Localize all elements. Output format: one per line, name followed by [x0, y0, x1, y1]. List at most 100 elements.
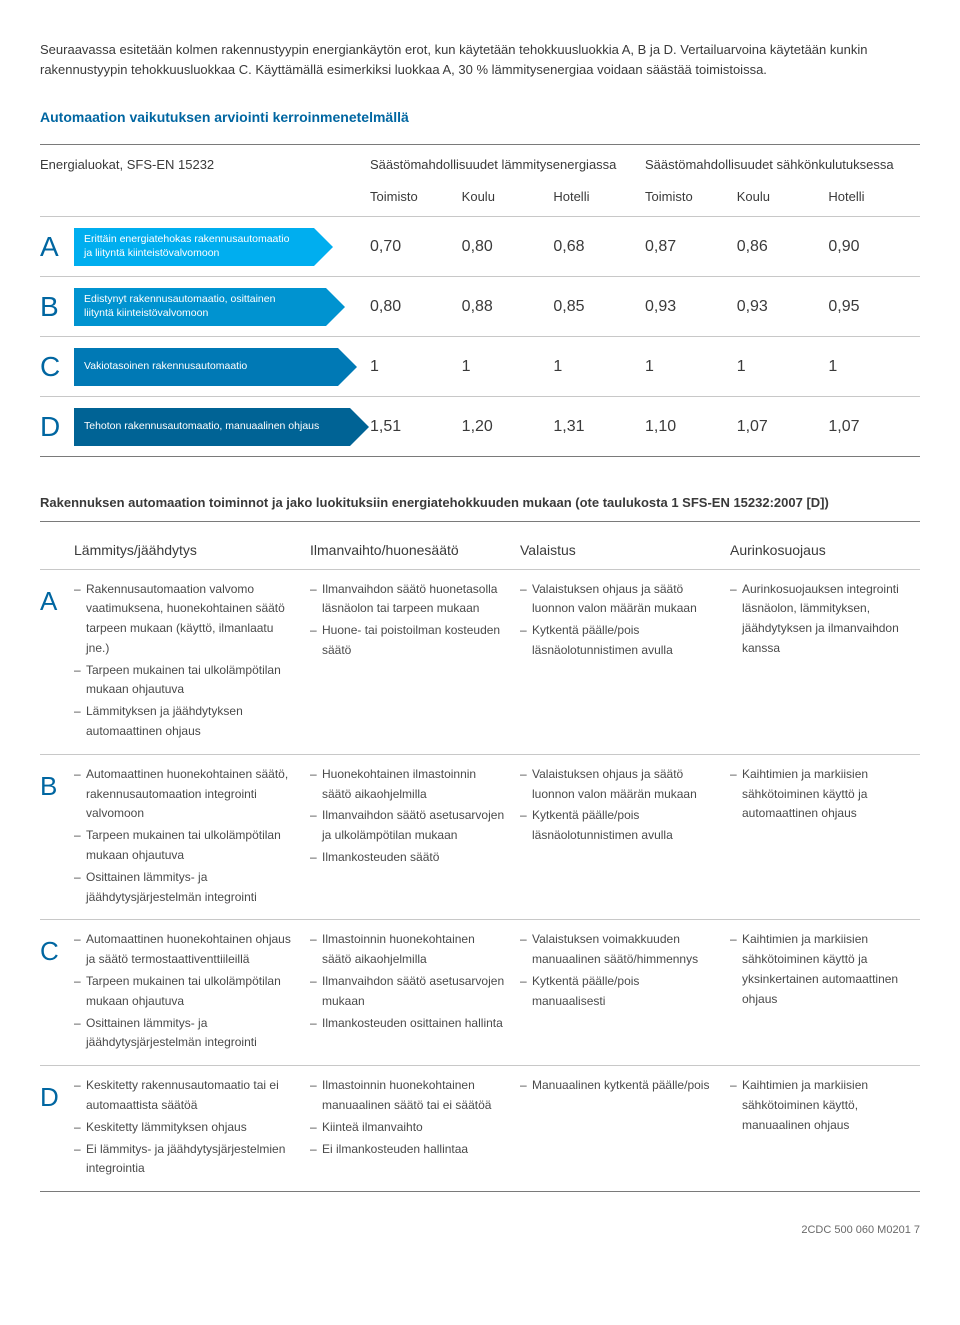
list-item: Automaattinen huonekohtainen ohjaus ja s…: [74, 930, 296, 970]
function-cell: Rakennusautomaation valvomo vaatimuksena…: [74, 580, 310, 744]
value-cell: 1: [828, 355, 920, 379]
value-cell: 1: [462, 355, 554, 379]
list-item: Huonekohtainen ilmastoinnin säätö aikaoh…: [310, 765, 506, 805]
value-cell: 0,68: [553, 235, 645, 259]
function-cell: Ilmanvaihdon säätö huonetasolla läsnäolo…: [310, 580, 520, 744]
arrow-label: Tehoton rakennusautomaatio, manuaalinen …: [74, 408, 350, 446]
function-row: CAutomaattinen huonekohtainen ohjaus ja …: [40, 920, 920, 1066]
value-cell: 0,95: [828, 295, 920, 319]
table-row: A Erittäin energiatehokas rakennusautoma…: [40, 217, 920, 277]
subhead: Koulu: [737, 187, 829, 207]
value-cell: 1,10: [645, 415, 737, 439]
list-item: Tarpeen mukainen tai ulkolämpötilan muka…: [74, 972, 296, 1012]
list-item: Ei lämmitys- ja jäähdytysjärjestelmien i…: [74, 1140, 296, 1180]
value-cell: 1: [370, 355, 462, 379]
col-head: Aurinkosuojaus: [730, 540, 920, 561]
function-row: DKeskitetty rakennusautomaatio tai ei au…: [40, 1066, 920, 1192]
list-item: Osittainen lämmitys- ja jäähdytysjärjest…: [74, 868, 296, 908]
value-cell: 0,80: [370, 295, 462, 319]
function-cell: Kaihtimien ja markiisien sähkötoiminen k…: [730, 1076, 920, 1181]
value-cell: 0,87: [645, 235, 737, 259]
list-item: Kaihtimien ja markiisien sähkötoiminen k…: [730, 1076, 920, 1135]
page-footer: 2CDC 500 060 M0201 7: [40, 1222, 920, 1239]
section2-title: Rakennuksen automaation toiminnot ja jak…: [40, 493, 920, 522]
class-letter: D: [40, 406, 74, 448]
arrow-label: Vakiotasoinen rakennusautomaatio: [74, 348, 338, 386]
function-cell: Valaistuksen voimakkuuden manuaalinen sä…: [520, 930, 730, 1055]
function-cell: Ilmastoinnin huonekohtainen manuaalinen …: [310, 1076, 520, 1181]
list-item: Ilmankosteuden osittainen hallinta: [310, 1014, 506, 1034]
function-cell: Valaistuksen ohjaus ja säätö luonnon val…: [520, 580, 730, 744]
value-cell: 1: [553, 355, 645, 379]
function-cell: Ilmastoinnin huonekohtainen säätö aikaoh…: [310, 930, 520, 1055]
value-cell: 0,85: [553, 295, 645, 319]
list-item: Kytkentä päälle/pois manuaalisesti: [520, 972, 716, 1012]
class-letter: C: [40, 346, 74, 388]
list-item: Osittainen lämmitys- ja jäähdytysjärjest…: [74, 1014, 296, 1054]
class-letter: D: [40, 1076, 74, 1181]
list-item: Ilmastoinnin huonekohtainen manuaalinen …: [310, 1076, 506, 1116]
value-cell: 1,20: [462, 415, 554, 439]
class-letter: B: [40, 286, 74, 328]
class-letter: A: [40, 580, 74, 744]
function-cell: Keskitetty rakennusautomaatio tai ei aut…: [74, 1076, 310, 1181]
value-cell: 0,86: [737, 235, 829, 259]
class-letter: B: [40, 765, 74, 910]
class-letter: A: [40, 226, 74, 268]
functions-header: Lämmitys/jäähdytys Ilmanvaihto/huonesäät…: [40, 534, 920, 570]
subhead: Toimisto: [645, 187, 737, 207]
value-cell: 1,31: [553, 415, 645, 439]
value-cell: 1,07: [737, 415, 829, 439]
list-item: Aurinkosuojauksen integrointi läsnäolon,…: [730, 580, 920, 659]
col-head: Lämmitys/jäähdytys: [74, 540, 310, 561]
table-head-label: Energialuokat, SFS-EN 15232: [40, 155, 370, 175]
table-row: B Edistynyt rakennusautomaatio, osittain…: [40, 277, 920, 337]
col-head: Ilmanvaihto/huonesäätö: [310, 540, 520, 561]
intro-paragraph: Seuraavassa esitetään kolmen rakennustyy…: [40, 40, 920, 79]
value-cell: 1: [737, 355, 829, 379]
list-item: Tarpeen mukainen tai ulkolämpötilan muka…: [74, 661, 296, 701]
list-item: Kytkentä päälle/pois läsnäolotunnistimen…: [520, 621, 716, 661]
list-item: Ilmastoinnin huonekohtainen säätö aikaoh…: [310, 930, 506, 970]
class-letter: C: [40, 930, 74, 1055]
function-cell: Huonekohtainen ilmastoinnin säätö aikaoh…: [310, 765, 520, 910]
function-cell: Automaattinen huonekohtainen säätö, rake…: [74, 765, 310, 910]
list-item: Kaihtimien ja markiisien sähkötoiminen k…: [730, 930, 920, 1009]
table-row: C Vakiotasoinen rakennusautomaatio 1 1 1…: [40, 337, 920, 397]
function-row: BAutomaattinen huonekohtainen säätö, rak…: [40, 755, 920, 921]
list-item: Keskitetty lämmityksen ohjaus: [74, 1118, 296, 1138]
list-item: Kytkentä päälle/pois läsnäolotunnistimen…: [520, 806, 716, 846]
arrow-label: Erittäin energiatehokas rakennusautomaat…: [74, 228, 314, 266]
function-row: ARakennusautomaation valvomo vaatimuksen…: [40, 570, 920, 755]
section1-title: Automaation vaikutuksen arviointi kerroi…: [40, 107, 920, 128]
table-group1: Säästömahdollisuudet lämmitysenergiassa: [370, 155, 645, 175]
list-item: Valaistuksen ohjaus ja säätö luonnon val…: [520, 765, 716, 805]
subhead: Koulu: [462, 187, 554, 207]
value-cell: 0,90: [828, 235, 920, 259]
list-item: Ilmanvaihdon säätö asetusarvojen ja ulko…: [310, 806, 506, 846]
list-item: Manuaalinen kytkentä päälle/pois: [520, 1076, 716, 1096]
arrow-label: Edistynyt rakennusautomaatio, osittainen…: [74, 288, 326, 326]
list-item: Automaattinen huonekohtainen säätö, rake…: [74, 765, 296, 824]
list-item: Tarpeen mukainen tai ulkolämpötilan muka…: [74, 826, 296, 866]
list-item: Kiinteä ilmanvaihto: [310, 1118, 506, 1138]
function-cell: Valaistuksen ohjaus ja säätö luonnon val…: [520, 765, 730, 910]
list-item: Keskitetty rakennusautomaatio tai ei aut…: [74, 1076, 296, 1116]
value-cell: 0,88: [462, 295, 554, 319]
list-item: Valaistuksen voimakkuuden manuaalinen sä…: [520, 930, 716, 970]
value-cell: 0,70: [370, 235, 462, 259]
value-cell: 1,07: [828, 415, 920, 439]
value-cell: 0,93: [645, 295, 737, 319]
list-item: Ilmanvaihdon säätö asetusarvojen mukaan: [310, 972, 506, 1012]
subhead: Hotelli: [828, 187, 920, 207]
value-cell: 1,51: [370, 415, 462, 439]
value-cell: 1: [645, 355, 737, 379]
list-item: Valaistuksen ohjaus ja säätö luonnon val…: [520, 580, 716, 620]
function-cell: Kaihtimien ja markiisien sähkötoiminen k…: [730, 930, 920, 1055]
value-cell: 0,80: [462, 235, 554, 259]
table-row: D Tehoton rakennusautomaatio, manuaaline…: [40, 397, 920, 457]
list-item: Kaihtimien ja markiisien sähkötoiminen k…: [730, 765, 920, 824]
list-item: Ilmankosteuden säätö: [310, 848, 506, 868]
energy-table: Energialuokat, SFS-EN 15232 Säästömahdol…: [40, 144, 920, 457]
function-cell: Automaattinen huonekohtainen ohjaus ja s…: [74, 930, 310, 1055]
